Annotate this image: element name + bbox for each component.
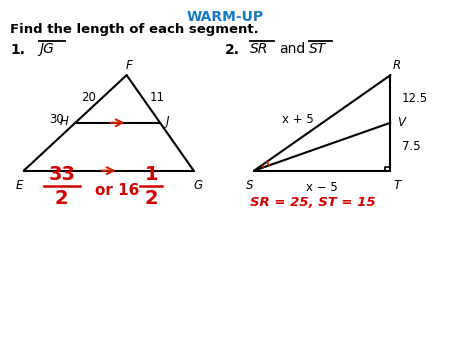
Text: SR: SR [250,42,268,56]
Text: 1.: 1. [10,43,25,57]
Text: R: R [393,59,401,72]
Text: 2: 2 [144,189,158,208]
Text: x − 5: x − 5 [306,182,338,194]
Text: 7.5: 7.5 [402,140,420,153]
Text: S: S [246,179,253,192]
Text: F: F [126,59,132,72]
Text: 20: 20 [81,91,96,104]
Text: ST: ST [309,42,326,56]
Text: H: H [59,115,68,127]
Text: 11: 11 [150,91,165,104]
Text: 1: 1 [144,165,158,184]
Text: T: T [394,179,401,192]
Text: 2: 2 [55,189,68,208]
Text: Find the length of each segment.: Find the length of each segment. [10,23,259,36]
Text: E: E [16,179,23,192]
Text: WARM-UP: WARM-UP [186,10,264,24]
Text: 33: 33 [48,165,75,184]
Text: 12.5: 12.5 [402,92,428,105]
Text: V: V [397,116,405,129]
Text: x + 5: x + 5 [282,113,314,126]
Text: or 16: or 16 [95,183,140,198]
Text: and: and [279,42,305,56]
Text: J: J [166,115,169,127]
Text: 30: 30 [49,113,64,126]
Text: SR = 25, ST = 15: SR = 25, ST = 15 [250,196,375,209]
Text: 2.: 2. [225,43,240,57]
Text: G: G [194,179,203,192]
Text: JG: JG [40,42,54,56]
